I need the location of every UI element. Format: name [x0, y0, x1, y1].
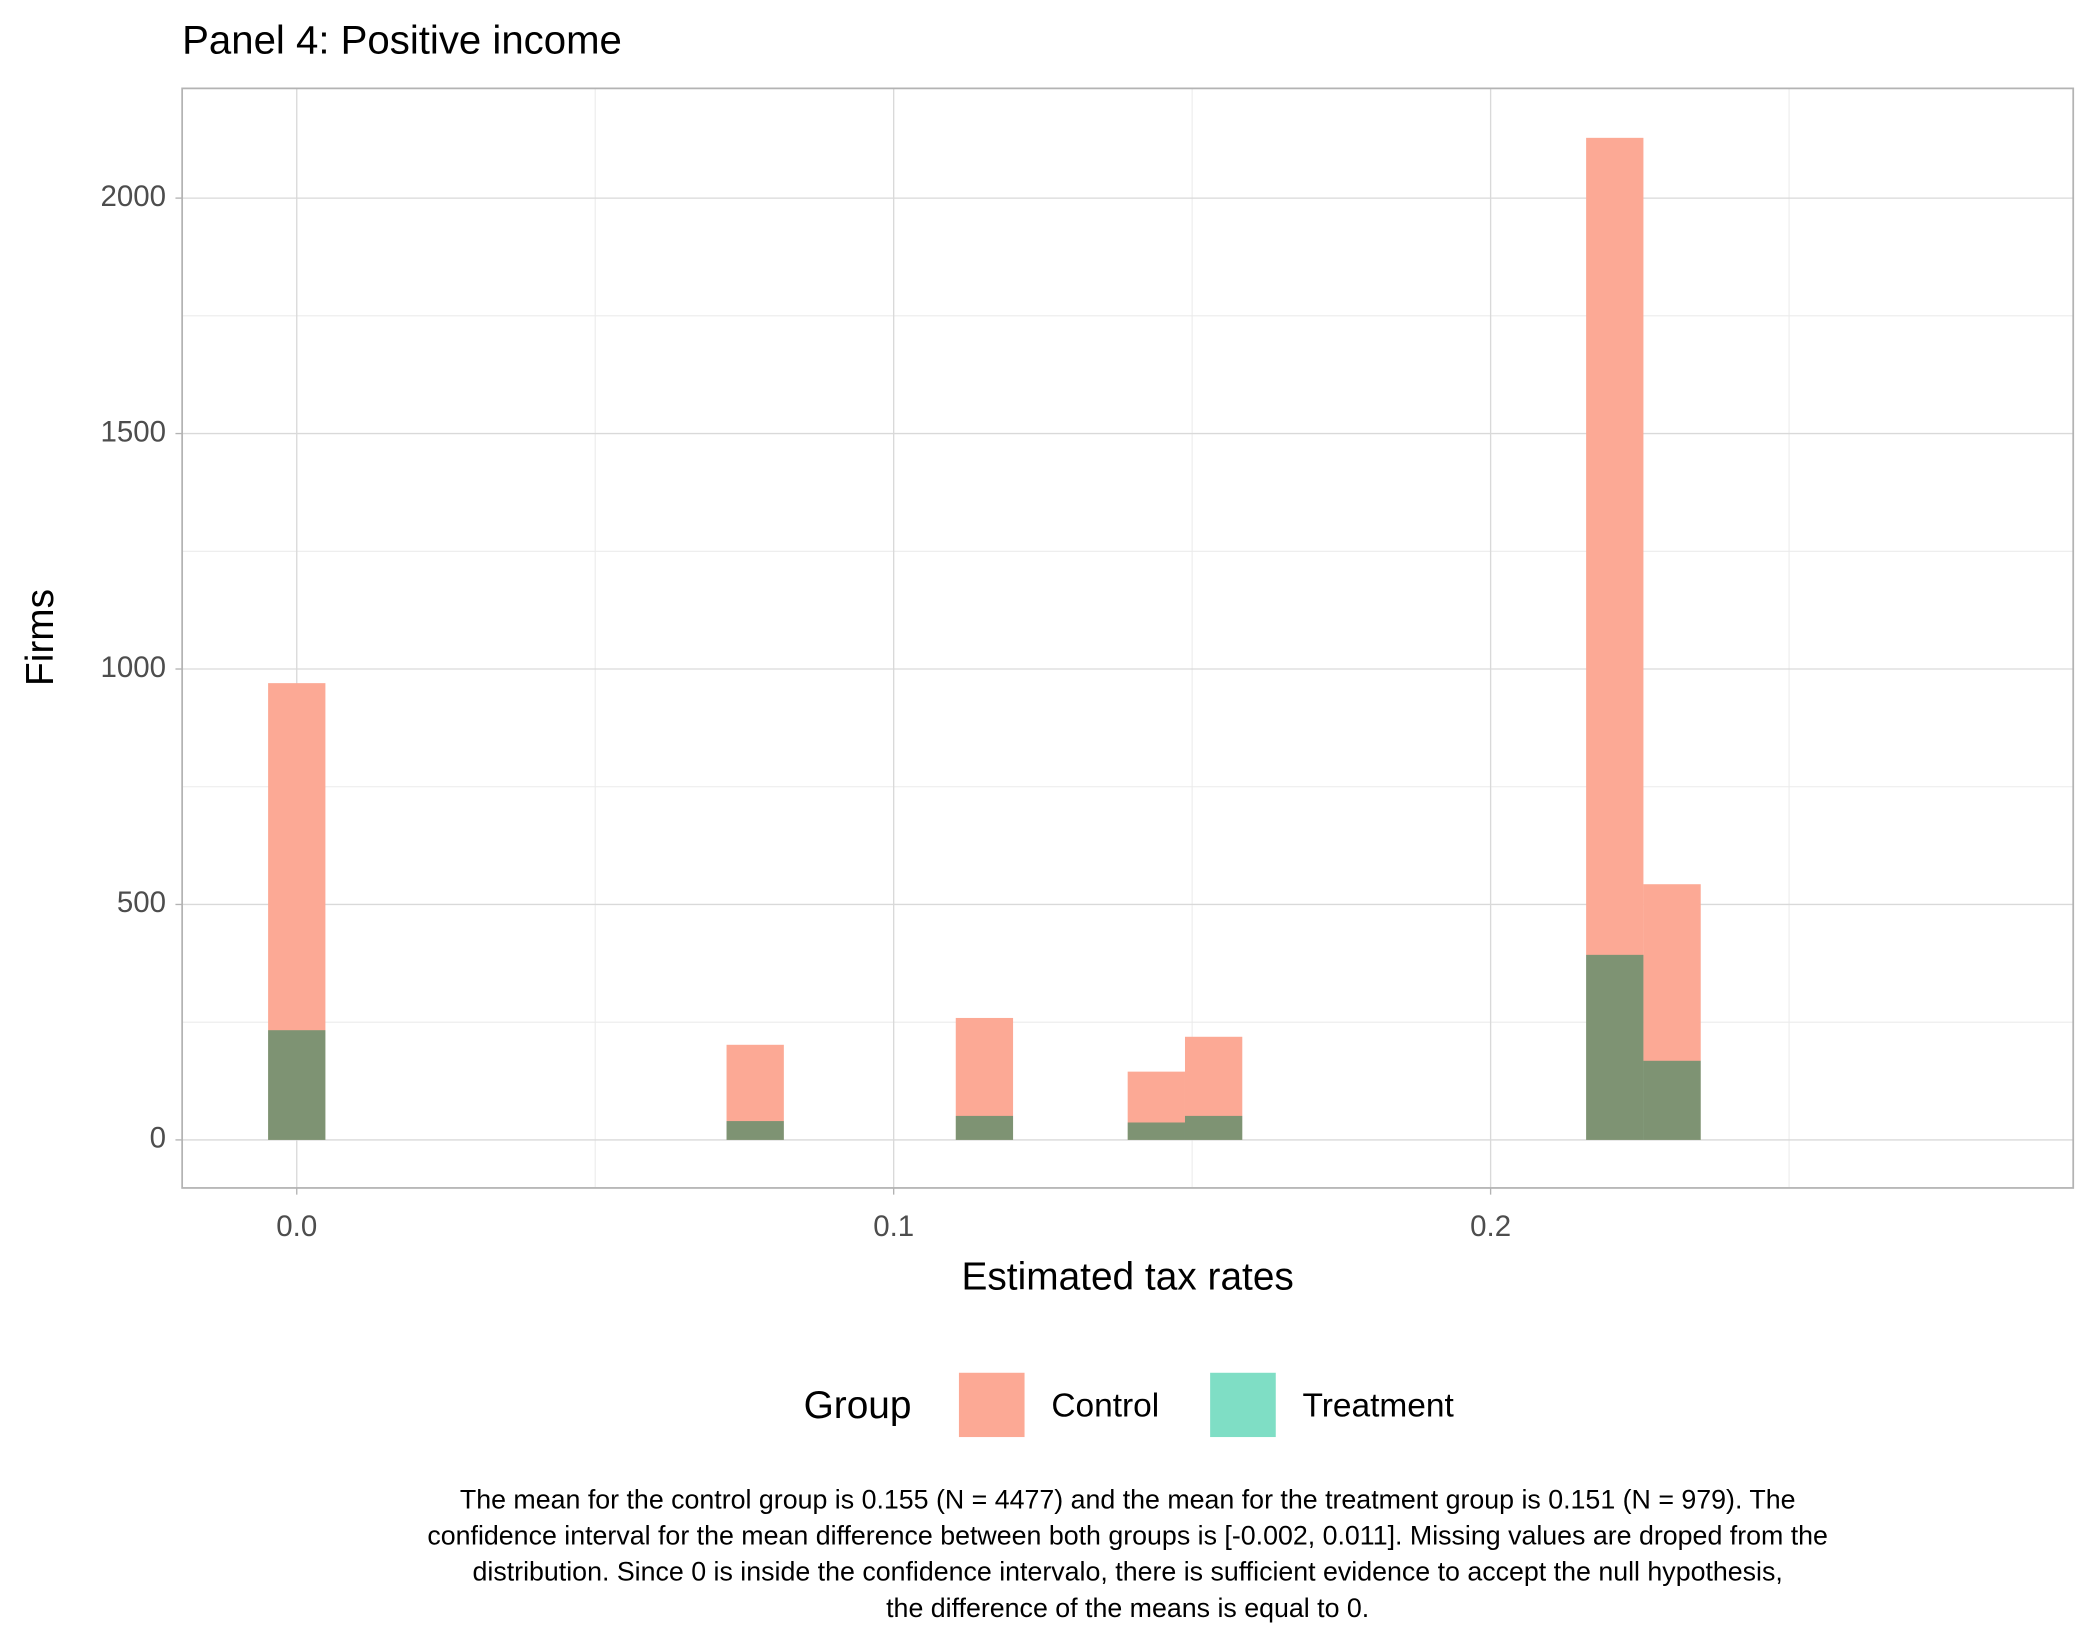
y-tick-label: 500	[117, 886, 166, 919]
bar	[268, 1030, 326, 1140]
caption-line: the difference of the means is equal to …	[886, 1593, 1369, 1623]
y-tick-label: 0	[150, 1122, 166, 1155]
legend-key	[1210, 1372, 1276, 1438]
legend-key	[958, 1372, 1025, 1438]
bar	[955, 1115, 1014, 1140]
x-tick-label: 0.1	[873, 1210, 914, 1243]
bar	[1184, 1115, 1243, 1140]
x-tick-label: 0.0	[276, 1210, 317, 1243]
y-tick-label: 1500	[101, 415, 167, 448]
legend-title: Group	[804, 1384, 912, 1427]
x-axis-title: Estimated tax rates	[962, 1255, 1294, 1298]
grid	[182, 88, 2074, 1188]
caption-line: The mean for the control group is 0.155 …	[460, 1484, 1796, 1514]
bar	[1643, 1060, 1701, 1140]
chart-title: Panel 4: Positive income	[182, 17, 622, 62]
y-tick-label: 2000	[101, 180, 167, 213]
y-axis-title: Firms	[19, 589, 62, 686]
bars	[268, 137, 1701, 1140]
caption-line: distribution. Since 0 is inside the conf…	[473, 1557, 1783, 1587]
legend-label: Control	[1051, 1387, 1159, 1424]
panel-border	[181, 87, 2075, 1189]
bar	[1586, 954, 1644, 1140]
bar	[726, 1121, 784, 1140]
caption-line: confidence interval for the mean differe…	[427, 1521, 1828, 1551]
bar	[1127, 1122, 1185, 1140]
legend-label: Treatment	[1303, 1387, 1455, 1424]
x-tick-label: 0.2	[1470, 1210, 1511, 1243]
y-tick-label: 1000	[101, 651, 167, 684]
